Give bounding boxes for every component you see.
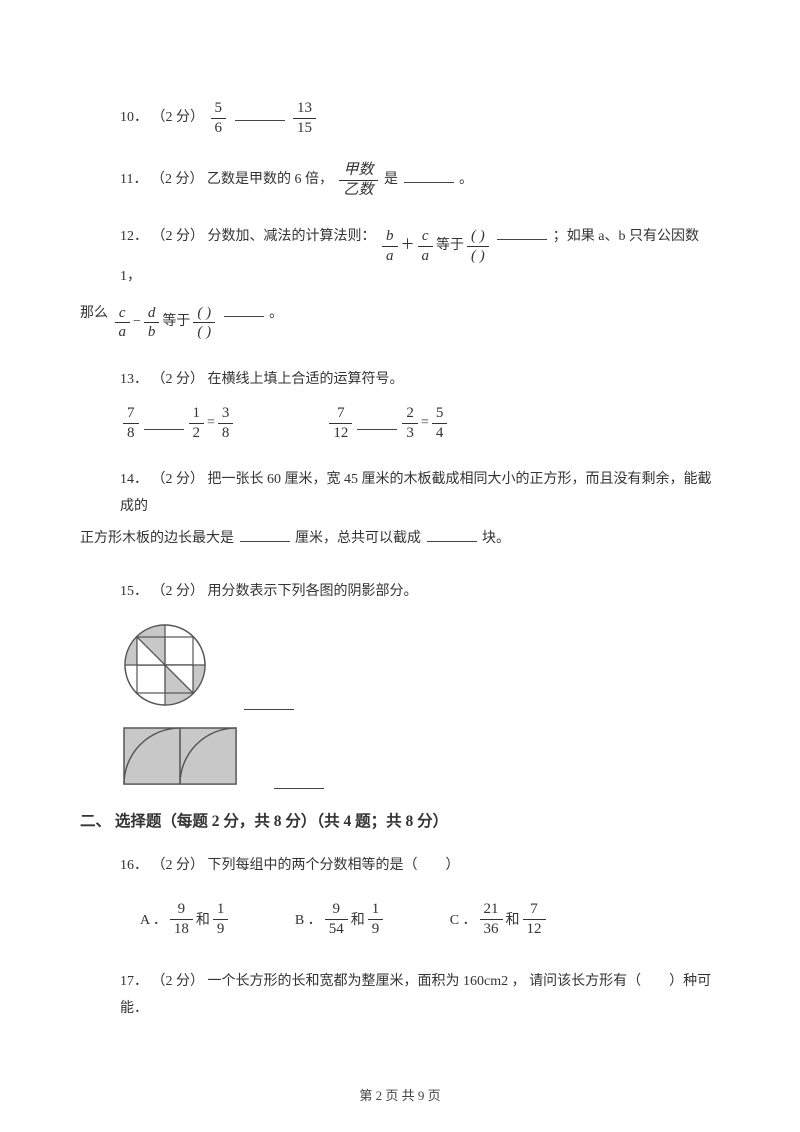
- q-points: （2 分）: [152, 229, 205, 244]
- answer-blank[interactable]: [224, 303, 264, 317]
- q-number: 16．: [120, 858, 148, 873]
- section-2-heading: 二、 选择题（每题 2 分，共 8 分）（共 4 题；共 8 分）: [80, 809, 720, 831]
- option-c[interactable]: C ． 2136 和 712: [390, 901, 549, 937]
- answer-blank[interactable]: [357, 416, 397, 430]
- page-footer: 第 2 页 共 9 页: [0, 1085, 800, 1104]
- answer-blank[interactable]: [497, 226, 547, 240]
- q11-text2: 是: [384, 172, 398, 187]
- fraction-5-6: 5 6: [211, 100, 227, 136]
- fraction-b-a: b a: [382, 228, 398, 264]
- q-number: 10．: [120, 110, 148, 125]
- question-13: 13． （2 分） 在横线上填上合适的运算符号。: [80, 367, 720, 394]
- question-13-row: 78 12 = 38 712 23 = 54: [80, 405, 450, 441]
- q17-text1: 一个长方形的长和宽都为整厘米，面积为 160cm2 ， 请问该长方形有（ ）种可…: [120, 974, 711, 1016]
- question-12-line2: 那么 c a − d b 等于 ( ) ( ) 。: [80, 301, 720, 341]
- q12-text3: 那么: [80, 306, 112, 321]
- plus-sign: ＋: [401, 233, 415, 260]
- question-11: 11． （2 分） 乙数是甲数的 6 倍， 甲数 乙数 是 。: [80, 162, 720, 198]
- q14-text2: 正方形木板的边长最大是: [80, 531, 234, 546]
- question-14-line2: 正方形木板的边长最大是 厘米，总共可以截成 块。: [80, 526, 720, 553]
- option-b[interactable]: B ． 954 和 19: [235, 901, 386, 937]
- equals-sign: =: [421, 410, 429, 437]
- q13-text1: 在横线上填上合适的运算符号。: [208, 372, 404, 387]
- option-label: A ．: [140, 909, 167, 929]
- q11-text1: 乙数是甲数的 6 倍，: [207, 172, 333, 187]
- q14-text3: 厘米，总共可以截成: [295, 531, 421, 546]
- fraction: 23: [402, 405, 418, 441]
- option-label: C ．: [450, 909, 477, 929]
- fraction-d-b: d b: [144, 305, 160, 341]
- answer-blank[interactable]: [144, 416, 184, 430]
- q12-text1: 分数加、减法的计算法则：: [208, 229, 376, 244]
- answer-blank[interactable]: [404, 169, 454, 183]
- q15-text1: 用分数表示下列各图的阴影部分。: [208, 584, 418, 599]
- fraction-13-15: 13 15: [293, 100, 316, 136]
- equals-text: 等于: [436, 233, 464, 260]
- fraction: 54: [432, 405, 448, 441]
- q16-text1: 下列每组中的两个分数相等的是（ ）: [208, 858, 460, 873]
- question-10: 10． （2 分） 5 6 13 15: [80, 100, 720, 136]
- q-points: （2 分）: [152, 372, 205, 387]
- and-text: 和: [506, 909, 520, 929]
- fraction: 954: [325, 901, 348, 937]
- figure-circle: [80, 620, 720, 710]
- answer-blank[interactable]: [274, 788, 324, 789]
- equals-sign: =: [207, 410, 215, 437]
- fraction-jia-yi: 甲数 乙数: [339, 162, 377, 198]
- fraction: 712: [329, 405, 352, 441]
- q-number: 15．: [120, 584, 148, 599]
- fraction-c-a: c a: [115, 305, 131, 341]
- option-a[interactable]: A ． 918 和 19: [80, 901, 231, 937]
- answer-blank[interactable]: [427, 528, 477, 542]
- q-points: （2 分）: [152, 110, 205, 125]
- minus-sign: −: [133, 309, 141, 336]
- q12-text4: 。: [269, 306, 283, 321]
- fraction-c-a: c a: [418, 228, 434, 264]
- fraction-paren: ( ) ( ): [193, 305, 215, 341]
- q-points: （2 分）: [152, 858, 205, 873]
- question-17: 17． （2 分） 一个长方形的长和宽都为整厘米，面积为 160cm2 ， 请问…: [80, 969, 720, 1022]
- and-text: 和: [351, 909, 365, 929]
- question-12: 12． （2 分） 分数加、减法的计算法则： b a ＋ c a 等于 ( ) …: [80, 224, 720, 291]
- and-text: 和: [196, 909, 210, 929]
- answer-blank[interactable]: [240, 528, 290, 542]
- option-label: B ．: [295, 909, 322, 929]
- fraction: 712: [523, 901, 546, 937]
- fraction: 12: [189, 405, 205, 441]
- q14-text4: 块。: [482, 531, 510, 546]
- q11-text3: 。: [459, 172, 473, 187]
- q-number: 14．: [120, 472, 148, 487]
- q-number: 17．: [120, 974, 148, 989]
- answer-blank[interactable]: [235, 107, 285, 121]
- q-points: （2 分）: [151, 172, 204, 187]
- equals-text: 等于: [162, 309, 190, 336]
- fraction: 38: [218, 405, 234, 441]
- question-14: 14． （2 分） 把一张长 60 厘米，宽 45 厘米的木板截成相同大小的正方…: [80, 467, 720, 520]
- question-16: 16． （2 分） 下列每组中的两个分数相等的是（ ）: [80, 853, 720, 880]
- question-15: 15． （2 分） 用分数表示下列各图的阴影部分。: [80, 579, 720, 606]
- q-points: （2 分）: [152, 974, 205, 989]
- q-number: 13．: [120, 372, 148, 387]
- fraction: 918: [170, 901, 193, 937]
- fraction: 78: [123, 405, 139, 441]
- q-points: （2 分）: [152, 472, 205, 487]
- fraction: 19: [213, 901, 229, 937]
- circle-diagram-icon: [120, 620, 210, 710]
- fraction: 2136: [480, 901, 503, 937]
- fraction: 19: [368, 901, 384, 937]
- fraction-paren: ( ) ( ): [467, 228, 489, 264]
- rect-diagram-icon: [120, 724, 240, 789]
- figure-rectangle: [80, 724, 720, 789]
- q-points: （2 分）: [152, 584, 205, 599]
- q-number: 12．: [120, 229, 148, 244]
- q14-text1: 把一张长 60 厘米，宽 45 厘米的木板截成相同大小的正方形，而且没有剩余，能…: [120, 472, 712, 514]
- q-number: 11．: [120, 172, 147, 187]
- answer-blank[interactable]: [244, 709, 294, 710]
